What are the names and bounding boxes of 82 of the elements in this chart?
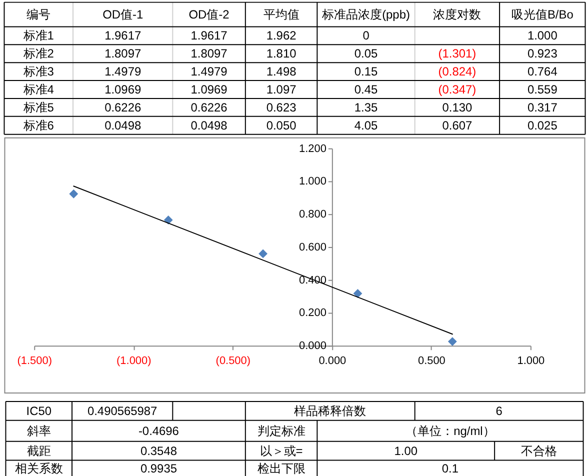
- text: 0.05: [354, 46, 378, 61]
- text: 判定标准: [257, 424, 306, 438]
- point: [69, 189, 78, 198]
- text: 不合格: [520, 444, 557, 458]
- text: 0.764: [527, 64, 558, 79]
- text: 0.45: [354, 82, 378, 96]
- text: -0.4696: [138, 424, 179, 438]
- text: 0.130: [442, 100, 472, 114]
- text: 0.923: [527, 46, 558, 61]
- text: 1.498: [266, 64, 296, 79]
- text: (0.824): [438, 64, 476, 79]
- text: 样品稀释倍数: [294, 404, 366, 418]
- text: 0.559: [527, 82, 558, 96]
- text: 以＞或=: [260, 444, 303, 458]
- text: 1.4979: [190, 64, 228, 79]
- category-label: 截距: [26, 444, 51, 458]
- text: 1.35: [354, 100, 378, 114]
- category-label: 吸光值B/Bo: [511, 8, 574, 22]
- category-label: 平均值: [263, 8, 300, 22]
- x-tick-label: 0.500: [418, 355, 446, 368]
- text: 1.0969: [190, 82, 228, 96]
- text: 1.4979: [104, 64, 142, 79]
- x-tick-label: (0.500): [216, 355, 251, 368]
- text: 1.097: [266, 82, 296, 96]
- x-tick-label: (1.500): [17, 355, 52, 368]
- text: 1.810: [266, 46, 296, 61]
- text: 0.6226: [104, 100, 142, 114]
- x-tick-label: 0.000: [318, 355, 346, 368]
- category-label: OD值-1: [102, 8, 144, 22]
- category-label: 标准5: [23, 100, 54, 114]
- text: 0: [362, 28, 370, 43]
- text: 1.00: [394, 444, 418, 458]
- text: （单位：ng/ml）: [406, 424, 495, 438]
- text: 6: [496, 404, 502, 418]
- text: 0.050: [266, 118, 296, 132]
- text: 0.0498: [104, 118, 142, 132]
- text: 0.3548: [140, 444, 177, 458]
- category-label: 斜率: [26, 424, 51, 438]
- category-label: OD值-2: [188, 8, 230, 22]
- text: 0.317: [527, 100, 558, 114]
- text: 0.6226: [190, 100, 228, 114]
- category-label: 标准3: [23, 64, 54, 79]
- point: [258, 249, 268, 258]
- point: [448, 337, 457, 346]
- x-tick-label: (1.000): [116, 355, 152, 368]
- category-label: 标准1: [23, 28, 54, 43]
- category-label: 标准2: [23, 46, 54, 61]
- y-tick-label: 1.200: [299, 142, 326, 155]
- category-label: 相关系数: [14, 462, 63, 476]
- text: 0.623: [266, 100, 296, 114]
- text: 1.8097: [104, 46, 142, 61]
- text: 1.8097: [190, 46, 228, 61]
- text: 1.0969: [104, 82, 142, 96]
- y-tick-label: 0.800: [299, 208, 326, 221]
- category-label: IC50: [26, 404, 52, 418]
- category-label: 标准4: [23, 82, 54, 96]
- text: 0.607: [442, 118, 472, 132]
- text: 4.05: [354, 118, 378, 132]
- y-tick-label: 0.600: [299, 241, 326, 254]
- text: 0.025: [527, 118, 558, 132]
- x-tick-label: 1.000: [517, 355, 545, 368]
- point: [353, 289, 362, 298]
- y-tick-label: 0.000: [299, 340, 326, 352]
- point: [164, 216, 173, 224]
- text: 1.9617: [104, 28, 142, 43]
- text: (1.301): [438, 46, 476, 61]
- category-label: 编号: [26, 8, 51, 22]
- y-tick-label: 1.000: [299, 176, 326, 188]
- text: 0.15: [354, 64, 378, 79]
- text: 1.962: [266, 28, 296, 43]
- text: 0.9935: [140, 462, 177, 476]
- text: (0.347): [438, 82, 476, 96]
- text: 0.490565987: [87, 404, 158, 418]
- text: 1.000: [527, 28, 558, 43]
- text: 0.1: [442, 462, 459, 476]
- category-label: 标准品浓度(ppb): [321, 8, 410, 22]
- y-tick-label: 0.200: [299, 307, 326, 320]
- text: 检出下限: [257, 462, 306, 476]
- category-label: 标准6: [23, 118, 54, 132]
- text: 1.9617: [190, 28, 228, 43]
- category-label: 浓度对数: [433, 8, 482, 22]
- text: 0.0498: [190, 118, 228, 132]
